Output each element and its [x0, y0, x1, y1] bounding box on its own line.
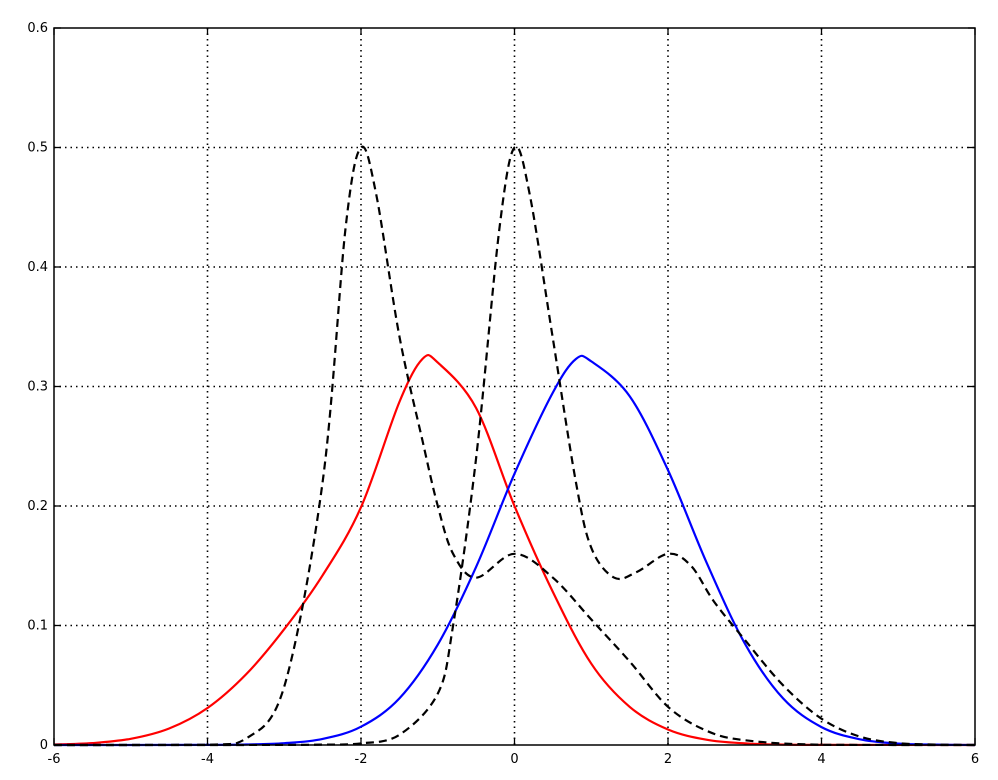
y-tick-label: 0.4	[27, 260, 48, 275]
x-tick-label: -4	[201, 752, 214, 767]
y-axis-tick-labels: 0 0.1 0.2 0.3 0.4 0.5 0.6	[27, 21, 48, 753]
grid-lines	[54, 28, 975, 745]
x-tick-label: 4	[817, 752, 825, 767]
x-tick-label: -2	[355, 752, 368, 767]
y-tick-label: 0.5	[27, 141, 48, 156]
x-tick-label: -6	[48, 752, 61, 767]
series-line-2	[53, 354, 976, 747]
y-tick-label: 0.3	[27, 380, 48, 395]
series-line-4	[54, 145, 976, 747]
x-axis-tick-labels: -6 -4 -2 0 2 4 6	[48, 752, 980, 767]
y-tick-label: 0.6	[27, 21, 48, 36]
y-tick-label: 0.1	[27, 619, 48, 634]
tick-marks	[53, 27, 976, 746]
series-lines	[53, 145, 976, 747]
x-tick-label: 2	[664, 752, 672, 767]
series-line-3	[53, 145, 976, 747]
x-tick-label: 6	[971, 752, 979, 767]
series-line-1	[53, 353, 976, 747]
y-tick-label: 0.2	[27, 499, 48, 514]
y-tick-label: 0	[40, 738, 48, 753]
x-tick-label: 0	[510, 752, 518, 767]
